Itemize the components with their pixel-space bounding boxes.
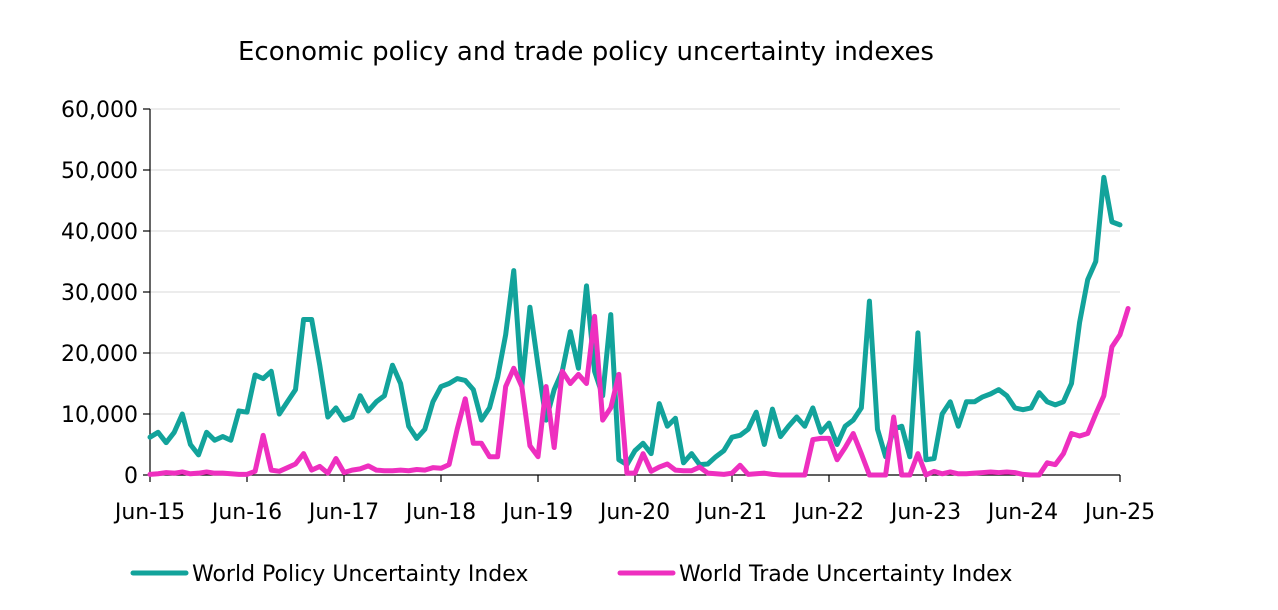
legend-label-2: World Trade Uncertainty Index (679, 562, 1012, 587)
x-tick-label: Jun-18 (404, 500, 476, 525)
x-tick-label: Jun-25 (1083, 500, 1155, 525)
y-tick-label: 60,000 (61, 98, 138, 123)
x-tick-label: Jun-15 (113, 500, 185, 525)
y-tick-label: 20,000 (61, 342, 138, 367)
x-tick-label: Jun-22 (792, 500, 864, 525)
legend-label-1: World Policy Uncertainty Index (192, 562, 528, 587)
axes: 0 10,000 20,000 30,000 40,000 50,000 60,000 Jun… (61, 98, 1155, 525)
x-tick-label: Jun-23 (889, 500, 961, 525)
chart-title: Economic policy and trade policy uncerta… (238, 37, 934, 67)
x-tick-label: Jun-17 (307, 500, 379, 525)
y-tick-label: 40,000 (61, 220, 138, 245)
series-line-1 (147, 174, 1123, 468)
y-tick-label: 0 (124, 464, 138, 489)
x-tick-label: Jun-19 (501, 500, 573, 525)
y-tick-label: 30,000 (61, 281, 138, 306)
legend: World Policy Uncertainty Index World Trad… (130, 562, 1012, 587)
series-lines (147, 174, 1131, 478)
x-tick-label: Jun-16 (210, 500, 282, 525)
gridlines (150, 108, 1120, 415)
x-tick-label: Jun-20 (598, 500, 670, 525)
x-tick-label: Jun-24 (986, 500, 1058, 525)
series-line-2 (147, 305, 1131, 478)
y-tick-label: 10,000 (61, 403, 138, 428)
y-tick-label: 50,000 (61, 159, 138, 184)
x-tick-label: Jun-21 (695, 500, 767, 525)
